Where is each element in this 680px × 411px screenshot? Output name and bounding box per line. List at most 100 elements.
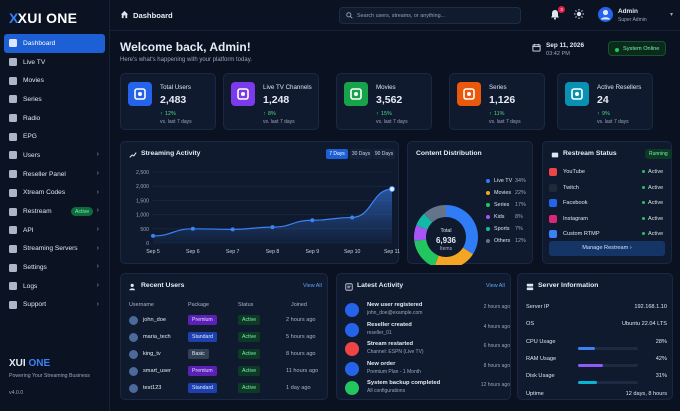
footer-brand-one: ONE <box>25 358 51 369</box>
usage-bar-fill <box>578 346 595 350</box>
sidebar-item-restream[interactable]: Restream Active › <box>4 202 105 221</box>
sidebar-item-api[interactable]: API › <box>4 221 105 240</box>
restream-custom-rtmp[interactable]: Custom RTMP Active <box>549 228 667 241</box>
legend-label: Movies <box>494 190 512 196</box>
range-30-days[interactable]: 30 Days <box>350 149 372 159</box>
sidebar-item-series[interactable]: Series <box>4 90 105 109</box>
sidebar-item-settings[interactable]: Settings › <box>4 258 105 277</box>
activity-item[interactable]: New order Premium Plan - 1 Month 8 hours a… <box>345 360 510 380</box>
pie-slice[interactable] <box>434 247 474 265</box>
sidebar-item-reseller-panel[interactable]: Reseller Panel › <box>4 165 105 184</box>
restream-status-title: Restream Status <box>563 150 617 157</box>
range-90-days[interactable]: 90 Days <box>373 149 395 159</box>
stat-change: 12% <box>165 111 176 117</box>
stat-change: 15% <box>381 111 392 117</box>
legend-percent: 12% <box>515 238 526 244</box>
restream-instagram[interactable]: Instagram Active <box>549 213 667 226</box>
sidebar-item-live-tv[interactable]: Live TV <box>4 53 105 72</box>
home-icon <box>120 10 129 19</box>
table-row[interactable]: smart_user Premium Active 11 hours ago <box>127 364 323 379</box>
range-7-days[interactable]: 7 Days <box>326 149 348 159</box>
legend-label: Sports <box>494 226 510 232</box>
sidebar-item-radio[interactable]: Radio <box>4 109 105 128</box>
table-row[interactable]: john_doe Premium Active 2 hours ago <box>127 313 323 328</box>
status-badge: Active <box>238 315 261 325</box>
username: king_tv <box>143 351 161 357</box>
footer-brand: XUI ONE <box>9 358 50 369</box>
stat-card-series[interactable]: Series 1,126 ↑ 11% vs. last 7 days <box>449 73 545 130</box>
avatar <box>129 333 138 342</box>
support-icon <box>9 300 17 309</box>
server-icon <box>526 283 534 291</box>
logo[interactable]: XXUI ONE <box>9 10 77 26</box>
sidebar-item-users[interactable]: Users › <box>4 146 105 165</box>
table-row[interactable]: test123 Standard Active 1 day ago <box>127 381 323 396</box>
package-badge: Premium <box>188 315 217 325</box>
y-tick-label: 0 <box>146 241 149 247</box>
activity-item[interactable]: Reseller created reseller_01 4 hours ago <box>345 321 510 341</box>
data-point[interactable] <box>388 186 395 193</box>
sidebar-item-epg[interactable]: EPG <box>4 127 105 146</box>
sidebar-item-label: Live TV <box>23 58 46 66</box>
theme-toggle-icon[interactable] <box>574 9 584 19</box>
footer-tagline: Powering Your Streaming Business <box>9 373 91 379</box>
package-badge: Premium <box>188 366 217 376</box>
sidebar-item-label: Xtream Codes <box>23 189 66 197</box>
stat-card-movies[interactable]: Movies 3,562 ↑ 15% vs. last 7 days <box>336 73 432 130</box>
pie-slice[interactable] <box>414 225 428 242</box>
chevron-down-icon[interactable]: ▾ <box>670 12 674 18</box>
data-point[interactable] <box>150 233 155 238</box>
recent-users-view-all-link[interactable]: View All <box>303 283 322 289</box>
col-joined: Joined <box>291 302 307 308</box>
x-tick-label: Sep 8 <box>266 249 280 255</box>
sidebar-item-dashboard[interactable]: Dashboard <box>4 34 105 53</box>
data-point[interactable] <box>350 215 355 220</box>
stat-card-active-resellers[interactable]: Active Resellers 24 ↑ 9% vs. last 7 days <box>557 73 653 130</box>
data-point[interactable] <box>270 225 275 230</box>
stat-compare: vs. last 7 days <box>489 119 521 125</box>
streaming-activity-panel: Streaming Activity 7 Days 30 Days 90 Days … <box>120 141 400 264</box>
joined-time: 5 hours ago <box>286 334 316 340</box>
activity-item[interactable]: System backup completed All configuration… <box>345 379 510 399</box>
legend-percent: 8% <box>515 214 523 220</box>
sidebar-item-streaming-servers[interactable]: Streaming Servers › <box>4 240 105 259</box>
server-value: 42% <box>655 355 667 362</box>
sidebar-item-support[interactable]: Support › <box>4 296 105 315</box>
restream-twitch[interactable]: Twitch Active <box>549 182 667 195</box>
calendar-icon <box>9 132 17 141</box>
activity-item[interactable]: New user registered john_doe@example.com 2… <box>345 301 510 321</box>
sidebar-item-movies[interactable]: Movies <box>4 71 105 90</box>
manage-restream-button[interactable]: Manage Restream › <box>549 241 665 256</box>
activity-time: 4 hours ago <box>483 323 510 330</box>
latest-activity-view-all-link[interactable]: View All <box>486 283 505 289</box>
content-distribution-title: Content Distribution <box>416 150 482 157</box>
donut-hole <box>427 218 465 256</box>
stat-card-live-tv-channels[interactable]: Live TV Channels 1,248 ↑ 8% vs. last 7 days <box>223 73 319 130</box>
pie-slice[interactable] <box>424 205 446 223</box>
package-badge: Standard <box>188 332 218 342</box>
restream-youtube[interactable]: YouTube Active <box>549 166 667 179</box>
x-tick-label: Sep 5 <box>146 249 160 255</box>
pie-slice[interactable] <box>446 205 478 255</box>
legend-swatch <box>486 202 490 207</box>
restream-facebook[interactable]: Facebook Active <box>549 197 667 210</box>
user-name[interactable]: Admin <box>618 8 638 15</box>
pie-slice[interactable] <box>416 213 433 230</box>
sidebar-item-xtream-codes[interactable]: Xtream Codes › <box>4 184 105 203</box>
avatar[interactable] <box>598 7 613 22</box>
stat-card-total-users[interactable]: Total Users 2,483 ↑ 12% vs. last 7 days <box>120 73 216 130</box>
sidebar-item-logs[interactable]: Logs › <box>4 277 105 296</box>
table-row[interactable]: king_tv Basic Active 8 hours ago <box>127 347 323 362</box>
data-point[interactable] <box>190 226 195 231</box>
table-row[interactable]: maria_tech Standard Active 5 hours ago <box>127 330 323 345</box>
stat-change: 11% <box>494 111 505 117</box>
bell-icon[interactable] <box>550 9 560 20</box>
activity-item[interactable]: Stream restarted Channel: ESPN (Live TV) 6… <box>345 340 510 360</box>
pie-slice[interactable] <box>414 239 439 265</box>
legend-swatch <box>486 214 490 219</box>
search-input[interactable]: Search users, streams, or anything... <box>339 7 521 24</box>
data-point[interactable] <box>230 227 235 232</box>
legend-label: Series <box>494 202 510 208</box>
restream-name: Instagram <box>563 215 588 222</box>
data-point[interactable] <box>310 218 315 223</box>
